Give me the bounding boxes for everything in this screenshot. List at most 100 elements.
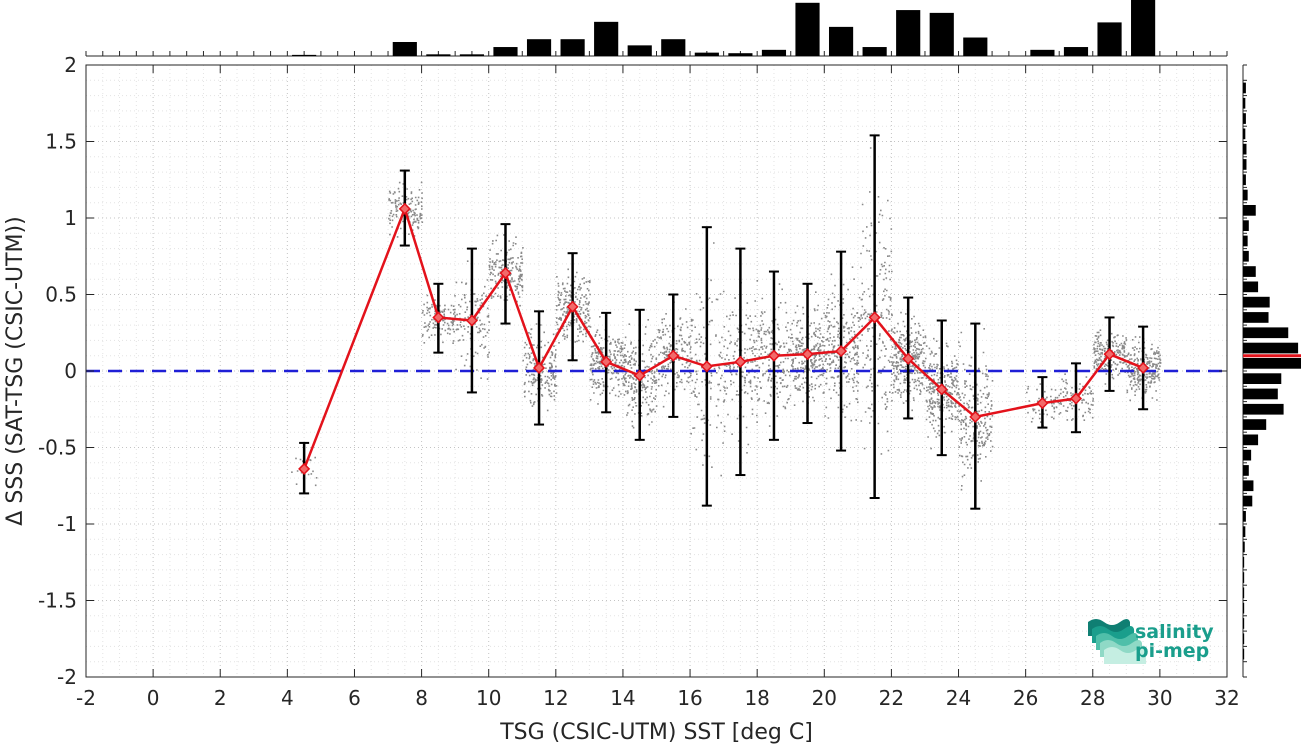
top-hist-bar [728, 53, 753, 56]
top-hist-bar [862, 47, 887, 56]
right-hist-bar [1243, 235, 1248, 247]
data-point [465, 314, 478, 327]
data-point [600, 355, 613, 368]
data-point [1103, 348, 1116, 361]
data-point [835, 345, 848, 358]
right-hist-bar [1243, 602, 1245, 614]
scatter-points [291, 147, 1162, 491]
x-tick-label: 22 [879, 686, 904, 710]
right-hist-bar [1243, 82, 1246, 94]
y-tick-label: 1 [64, 206, 77, 230]
x-tick-label: 0 [147, 686, 160, 710]
data-point [499, 267, 512, 280]
right-hist-bar [1243, 312, 1269, 323]
scatter-cloud [291, 147, 1162, 491]
logo-text-pi-mep: pi-mep [1135, 640, 1209, 662]
right-hist-bar [1243, 648, 1245, 660]
data-point [969, 410, 982, 423]
y-tick-label: 2 [64, 53, 77, 77]
right-hist-bar [1243, 342, 1299, 354]
x-tick-label: 6 [348, 686, 361, 710]
right-hist-bar [1243, 373, 1282, 385]
data-point [432, 311, 445, 324]
right-hist-bar [1243, 357, 1301, 369]
top-hist-bar [292, 54, 317, 56]
data-point [902, 352, 915, 365]
data-point [1069, 392, 1083, 405]
right-hist-bar [1243, 495, 1253, 507]
x-tick-label: 8 [415, 686, 428, 710]
x-tick-label: 28 [1080, 686, 1105, 710]
right-hist-bar [1243, 434, 1259, 446]
right-hist-bar [1243, 587, 1245, 599]
x-tick-label: -2 [76, 686, 96, 710]
data-point [767, 349, 781, 362]
right-histogram [1242, 64, 1301, 678]
x-tick-label: 12 [543, 686, 568, 710]
top-hist-bar [1097, 22, 1122, 56]
top-hist-bar [627, 45, 652, 56]
y-tick-label: -0.5 [38, 436, 77, 460]
right-hist-bar [1243, 556, 1245, 568]
right-hist-bar [1243, 403, 1284, 415]
top-hist-bar [1063, 47, 1089, 56]
y-tick-labels: 2 1.5 1 0.5 0 -0.5 -1 -1.5 -2 [38, 53, 77, 689]
axis-ticks [85, 64, 1228, 678]
right-hist-bar [1243, 220, 1249, 232]
y-axis-label: Δ SSS (SAT-TSG (CSIC-UTM)) [3, 216, 28, 525]
y-tick-label: -2 [57, 665, 77, 689]
x-tick-label: 4 [281, 686, 294, 710]
top-hist-bar [896, 10, 921, 56]
data-point [801, 348, 814, 361]
x-tick-label: 32 [1214, 686, 1239, 710]
top-hist-bar [761, 49, 787, 56]
top-hist-bar [459, 54, 485, 56]
right-hist-bar [1243, 159, 1247, 170]
right-hist-bar [1243, 419, 1267, 430]
top-hist-bar [493, 47, 518, 56]
right-hist-bar [1243, 189, 1248, 201]
top-histogram [85, 0, 1228, 57]
right-hist-bar [1243, 618, 1245, 629]
data-point [298, 462, 311, 475]
right-hist-bar [1243, 113, 1246, 124]
data-point [566, 300, 579, 313]
x-tick-label: 20 [812, 686, 837, 710]
x-axis-label: TSG (CSIC-UTM) SST [deg C] [499, 720, 813, 745]
right-hist-bar [1243, 174, 1246, 186]
right-hist-bar [1243, 449, 1252, 461]
data-point [532, 361, 546, 375]
wave-logo-icon [1088, 619, 1146, 664]
data-point [633, 369, 646, 382]
right-hist-bar [1243, 250, 1249, 262]
right-hist-bar [1243, 143, 1247, 155]
data-point [1137, 361, 1150, 375]
right-hist-bar [1243, 388, 1278, 400]
x-tick-labels: -2 0 2 4 6 8 10 12 14 16 18 20 22 24 26 28 30 32 [76, 686, 1240, 710]
right-hist-bar [1243, 526, 1246, 538]
x-tick-label: 2 [214, 686, 227, 710]
error-bars [299, 134, 1149, 510]
data-point [667, 349, 680, 362]
right-hist-bar [1243, 128, 1246, 140]
top-hist-bar [661, 39, 686, 56]
x-tick-label: 16 [677, 686, 702, 710]
right-hist-bar [1243, 281, 1259, 293]
right-hist-bar [1243, 572, 1245, 583]
data-point [868, 311, 881, 324]
right-hist-bar [1243, 296, 1270, 308]
right-hist-bar [1243, 266, 1256, 277]
top-hist-bar [694, 52, 719, 56]
data-point [935, 383, 948, 396]
right-hist-bar [1243, 327, 1289, 339]
y-tick-label: -1 [57, 512, 77, 536]
top-hist-bar [929, 12, 954, 56]
top-hist-bar [426, 54, 451, 56]
top-hist-bar [392, 42, 417, 56]
y-tick-label: 0 [64, 359, 77, 383]
right-hist-bar [1243, 633, 1245, 645]
x-tick-label: 18 [744, 686, 769, 710]
right-hist-bar [1243, 204, 1256, 216]
x-tick-label: 24 [946, 686, 971, 710]
